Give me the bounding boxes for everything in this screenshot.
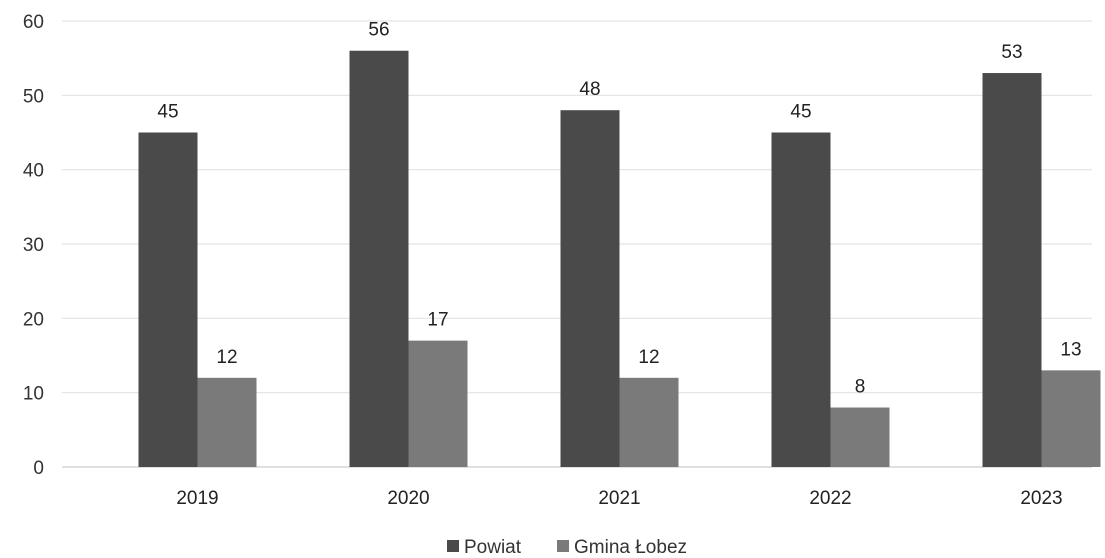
- bar-powiat-2022: [771, 132, 831, 467]
- data-label: 12: [216, 347, 237, 368]
- data-label: 53: [1001, 42, 1022, 63]
- data-label: 8: [855, 377, 866, 398]
- x-tick-label: 2019: [176, 488, 218, 509]
- bar-powiat-2020: [349, 50, 409, 467]
- y-tick-label: 40: [23, 161, 44, 182]
- bar-gmina-łobez-2019: [197, 377, 257, 467]
- y-tick-label: 20: [23, 309, 44, 330]
- bar-gmina-łobez-2023: [1041, 370, 1101, 467]
- x-tick-label: 2023: [1020, 488, 1062, 509]
- bar-powiat-2019: [138, 132, 198, 467]
- legend-label: Gmina Łobez: [574, 537, 687, 558]
- x-axis-ticks: 2019 2020 2021 2022 2023: [176, 488, 1062, 509]
- data-label: 17: [427, 310, 448, 331]
- legend: Powiat Gmina Łobez: [447, 537, 687, 558]
- data-label: 12: [638, 347, 659, 368]
- data-label: 13: [1060, 339, 1081, 360]
- data-labels: 45 12 56 17 48 12 45 8 53 13: [157, 20, 1081, 398]
- y-tick-label: 10: [23, 384, 44, 405]
- y-tick-label: 50: [23, 86, 44, 107]
- bar-gmina-łobez-2021: [619, 377, 679, 467]
- data-label: 56: [368, 20, 389, 41]
- data-label: 48: [579, 79, 600, 100]
- legend-label: Powiat: [464, 537, 522, 558]
- legend-swatch: [557, 540, 569, 552]
- y-tick-label: 0: [33, 458, 44, 479]
- bar-gmina-łobez-2020: [408, 340, 468, 467]
- data-label: 45: [790, 102, 811, 123]
- y-axis-ticks: 0 10 20 30 40 50 60: [23, 12, 44, 479]
- legend-swatch: [447, 540, 459, 552]
- x-tick-label: 2021: [598, 488, 640, 509]
- bar-powiat-2023: [982, 73, 1042, 468]
- x-tick-label: 2020: [387, 488, 429, 509]
- bar-powiat-2021: [560, 110, 620, 467]
- x-tick-label: 2022: [809, 488, 851, 509]
- y-tick-label: 30: [23, 235, 44, 256]
- data-label: 45: [157, 102, 178, 123]
- bars: [138, 50, 1101, 468]
- y-tick-label: 60: [23, 12, 44, 33]
- bar-gmina-łobez-2022: [830, 407, 890, 467]
